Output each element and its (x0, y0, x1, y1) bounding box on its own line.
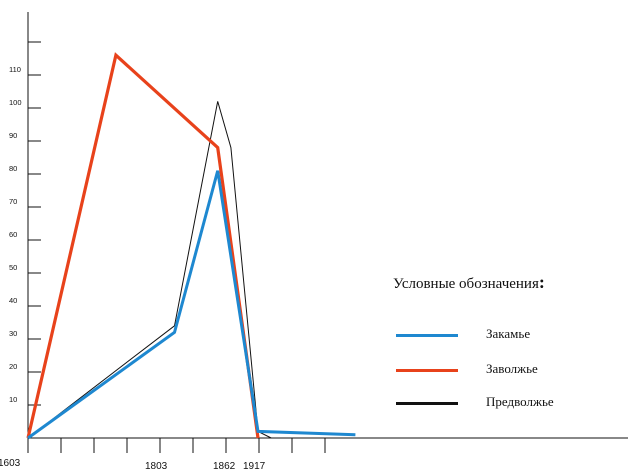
series-line-zavolzhye (26, 52, 260, 439)
chart-axes (27, 12, 628, 439)
series-line-zakamye (27, 170, 356, 440)
y-tick-label: 100 (9, 98, 22, 107)
x-tick-label: 1803 (145, 461, 168, 470)
y-tick-label: 80 (9, 164, 17, 173)
legend-item-predvolzhye: Предволжье (390, 394, 625, 414)
x-tick-label: 1917 (243, 461, 266, 470)
legend-item-zavolzhye: Заволжье (390, 361, 625, 381)
y-tick-label: 110 (9, 65, 21, 74)
y-tick-label: 50 (9, 263, 17, 272)
y-tick-label: 20 (9, 362, 17, 371)
legend-title: Условные обозначения: (393, 272, 545, 293)
legend-swatch-zakamye (396, 334, 458, 337)
legend-item-zakamye: Закамье (390, 326, 625, 346)
y-tick-label: 90 (9, 131, 17, 140)
x-tick-label: 1603 (0, 458, 21, 469)
x-axis-ticks: 1603 1803 1862 1917 (0, 438, 326, 470)
legend-label-predvolzhye: Предволжье (486, 394, 554, 409)
legend-title-text: Условные обозначения (393, 276, 539, 292)
y-tick-label: 30 (9, 329, 17, 338)
y-tick-label: 40 (9, 296, 17, 305)
y-tick-label: 60 (9, 230, 17, 239)
legend-label-zavolzhye: Заволжье (486, 361, 538, 376)
legend: Условные обозначения: Закамье Заволжье П… (390, 272, 625, 422)
y-axis-ticks: 10 20 30 40 50 60 70 80 90 100 110 (9, 41, 41, 406)
legend-swatch-zavolzhye (396, 369, 458, 372)
legend-label-zakamye: Закамье (486, 326, 531, 341)
y-tick-label: 70 (9, 197, 17, 206)
x-tick-label: 1862 (213, 461, 236, 470)
y-tick-label: 10 (9, 395, 17, 404)
legend-swatch-predvolzhye (396, 402, 458, 405)
series-layer (26, 52, 356, 440)
legend-title-colon: : (538, 272, 545, 292)
